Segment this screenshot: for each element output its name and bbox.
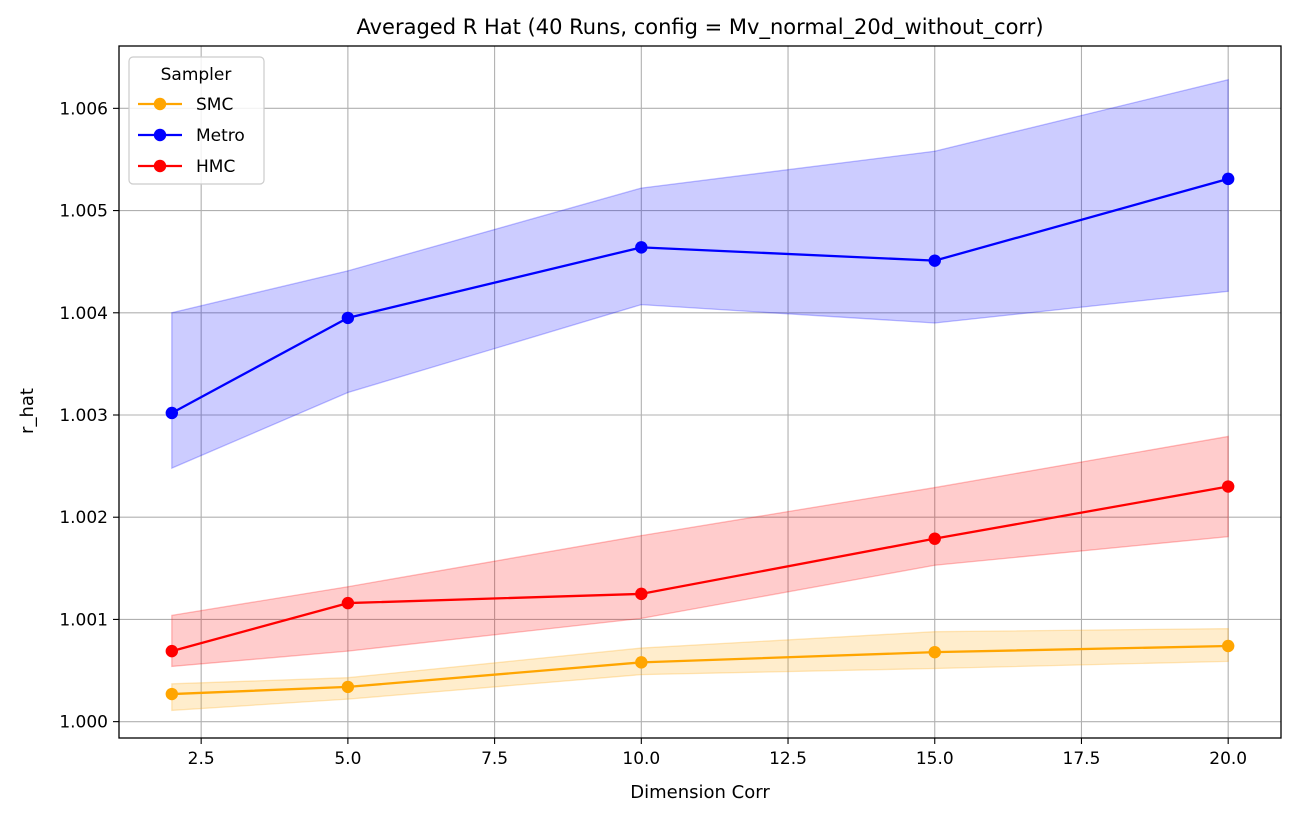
hmc-band	[171, 435, 1229, 668]
y-tick-label: 1.006	[59, 99, 108, 119]
x-tick-label: 12.5	[769, 749, 807, 769]
x-tick-label: 5.0	[334, 749, 361, 769]
chart-title: Averaged R Hat (40 Runs, config = Mv_nor…	[356, 15, 1043, 40]
hmc-point	[928, 532, 941, 545]
series-points	[165, 172, 1235, 701]
smc-point	[341, 680, 355, 694]
hmc-point	[165, 644, 179, 658]
metro-band	[171, 78, 1229, 470]
confidence-bands	[171, 78, 1229, 712]
metro-point	[341, 311, 355, 325]
x-tick-label: 15.0	[916, 749, 954, 769]
x-axis: 2.5 5.0 7.5 10.0 12.5 15.0 17.5 20.0	[188, 738, 1247, 769]
hmc-point	[341, 596, 355, 610]
x-axis-label: Dimension Corr	[630, 782, 770, 803]
y-tick-label: 1.005	[59, 202, 108, 222]
legend-label: Metro	[196, 126, 245, 146]
legend: Sampler SMC Metro HMC	[128, 56, 265, 185]
smc-point	[1221, 639, 1235, 653]
smc-point	[165, 687, 179, 701]
metro-point	[1221, 172, 1235, 186]
y-tick-label: 1.003	[59, 406, 108, 426]
smc-point	[928, 645, 941, 659]
y-tick-label: 1.002	[59, 508, 108, 528]
metro-point	[165, 406, 179, 420]
legend-swatch-marker	[153, 97, 167, 111]
smc-band	[171, 627, 1229, 712]
hmc-point	[1221, 480, 1235, 493]
grid	[119, 46, 1281, 738]
legend-item-metro: Metro	[138, 126, 245, 146]
plot-frame	[118, 45, 1282, 739]
y-axis-label: r_hat	[17, 388, 38, 434]
legend-item-hmc: HMC	[138, 157, 235, 177]
legend-item-smc: SMC	[138, 95, 233, 115]
x-tick-label: 10.0	[622, 749, 660, 769]
legend-title: Sampler	[161, 65, 232, 85]
legend-box	[128, 56, 265, 185]
x-tick-label: 20.0	[1209, 749, 1247, 769]
y-axis: 1.000 1.001 1.002 1.003 1.004 1.005 1.006	[59, 99, 119, 733]
legend-items: SMC Metro HMC	[138, 95, 245, 177]
legend-label: HMC	[196, 157, 235, 177]
hmc-point	[635, 587, 648, 601]
x-tick-label: 2.5	[188, 749, 215, 769]
legend-swatch-marker	[153, 159, 167, 173]
smc-point	[635, 656, 648, 669]
y-tick-label: 1.004	[59, 304, 108, 324]
y-tick-label: 1.000	[59, 713, 108, 733]
legend-swatch-marker	[153, 128, 167, 142]
x-tick-label: 7.5	[481, 749, 508, 769]
y-tick-label: 1.001	[59, 610, 108, 630]
metro-point	[928, 254, 941, 267]
x-tick-label: 17.5	[1063, 749, 1101, 769]
metro-point	[635, 241, 648, 254]
legend-label: SMC	[196, 95, 233, 115]
